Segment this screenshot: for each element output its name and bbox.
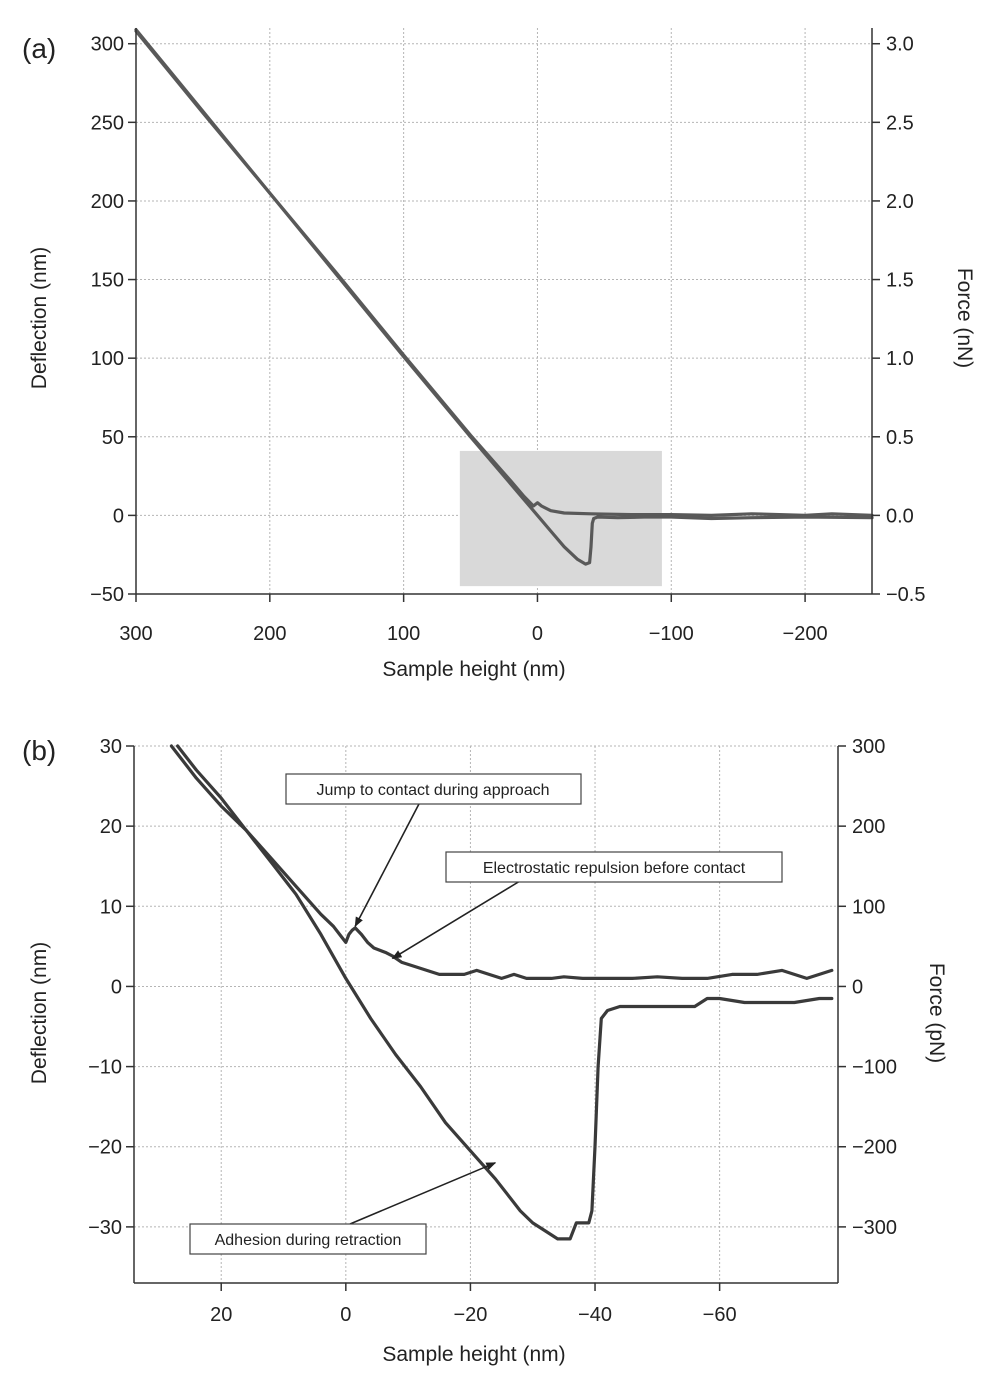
panel-a-y2tick-label-6: 0.0	[886, 505, 914, 527]
panel-a-series-group	[134, 28, 874, 566]
panel-b-ytick-label-1: 20	[100, 816, 122, 838]
panel-b-gridlines	[134, 745, 838, 1283]
panel-a-series-line-0	[134, 28, 874, 517]
panel-a-ytick-label-0: 300	[91, 34, 124, 56]
annotation-adhesion-text: Adhesion during retraction	[215, 1232, 402, 1249]
panel-a-axes	[128, 28, 880, 602]
annotation-electrostatic-arrow	[391, 880, 521, 960]
panel-b-tick-labels: 20 0 −20 −40 −603020100−10−20−303002001000−1…	[88, 736, 897, 1326]
panel-b-xtick-label-4: −60	[703, 1304, 737, 1326]
panel-b-ytick-label-0: 30	[100, 736, 122, 758]
panel-b-y2tick-label-0: 300	[852, 736, 885, 758]
panel-a-xtick-label-4: −100	[649, 623, 694, 645]
panel-b-y2tick-label-1: 200	[852, 816, 885, 838]
panel-a-xtick-label-2: 100	[387, 623, 420, 645]
panel-b-xtick-label-2: −20	[453, 1304, 487, 1326]
annotation-jump-to-contact: Jump to contact during approach	[285, 773, 582, 928]
panel-b-ytick-label-4: −10	[88, 1057, 122, 1079]
panel-a-ytick-label-6: 0	[113, 505, 124, 527]
panel-a-xtick-label-0: 300	[119, 623, 152, 645]
panel-b-chart: (b) 20 0 −20 −40 −603020100−10−20−3030020010…	[22, 735, 948, 1366]
panel-a-label: (a)	[22, 33, 56, 64]
panel-b-y2tick-label-4: −100	[852, 1057, 897, 1079]
panel-a-y2tick-label-0: 3.0	[886, 34, 914, 56]
annotation-jump-arrow	[354, 801, 421, 928]
panel-a-y2tick-label-2: 2.0	[886, 191, 914, 213]
panel-b-ytick-label-5: −20	[88, 1137, 122, 1159]
panel-a-y2tick-label-7: −0.5	[886, 584, 925, 606]
annotation-electrostatic: Electrostatic repulsion before contact	[391, 851, 783, 960]
panel-b-axes	[126, 745, 846, 1291]
annotation-electrostatic-text: Electrostatic repulsion before contact	[483, 860, 746, 877]
panel-b-xtick-label-0: 20	[210, 1304, 232, 1326]
panel-b-y2tick-label-3: 0	[852, 976, 863, 998]
panel-a-y2-axis-title: Force (nN)	[953, 268, 976, 368]
panel-b-x-axis-title: Sample height (nm)	[382, 1343, 565, 1366]
panel-b-y2tick-label-2: 100	[852, 896, 885, 918]
panel-b-y2tick-label-6: −300	[852, 1217, 897, 1239]
annotation-jump-text: Jump to contact during approach	[316, 782, 549, 799]
panel-b-xtick-label-3: −40	[578, 1304, 612, 1326]
panel-a-chart: (a) 300 200 100 0 −100 −200 300 250 200 150 100 50 0…	[22, 28, 976, 681]
panel-a-y2tick-label-1: 2.5	[886, 112, 914, 134]
annotation-adhesion-arrow	[349, 1162, 497, 1225]
panel-a-y2tick-label-5: 0.5	[886, 427, 914, 449]
panel-b-y2-axis-title: Force (pN)	[925, 963, 948, 1063]
annotation-electrostatic-box	[445, 851, 783, 883]
panel-a-y2tick-label-3: 1.5	[886, 270, 914, 292]
panel-a-ytick-label-4: 100	[91, 348, 124, 370]
panel-b-series-line-1	[176, 744, 834, 1241]
panel-b-y2tick-label-5: −200	[852, 1137, 897, 1159]
panel-b-series-group	[169, 744, 834, 1241]
panel-b-ytick-label-6: −30	[88, 1217, 122, 1239]
panel-a-y2tick-label-4: 1.0	[886, 348, 914, 370]
panel-b-series-line-0	[169, 744, 834, 980]
annotation-adhesion: Adhesion during retraction	[189, 1162, 497, 1255]
panel-b-y-axis-title: Deflection (nm)	[28, 942, 51, 1084]
panel-a-ytick-label-5: 50	[102, 427, 124, 449]
panel-a-x-axis-title: Sample height (nm)	[382, 658, 565, 681]
panel-a-ytick-label-3: 150	[91, 270, 124, 292]
panel-b-label: (b)	[22, 735, 56, 766]
panel-a-ytick-label-7: −50	[90, 584, 124, 606]
panel-b-ytick-label-2: 10	[100, 896, 122, 918]
panel-b-ytick-label-3: 0	[111, 976, 122, 998]
panel-a-ytick-label-2: 200	[91, 191, 124, 213]
panel-a-xtick-label-5: −200	[783, 623, 828, 645]
annotation-jump-box	[285, 773, 582, 805]
panel-b-xtick-label-1: 0	[340, 1304, 351, 1326]
panel-a-series-line-1	[134, 29, 874, 566]
panel-a-ytick-label-1: 250	[91, 112, 124, 134]
annotation-adhesion-box	[189, 1223, 427, 1255]
panel-a-xtick-label-3: 0	[532, 623, 543, 645]
panel-a-xtick-label-1: 200	[253, 623, 286, 645]
panel-a-tick-labels: 300 200 100 0 −100 −200 300 250 200 150 100 50 0 −50 3…	[90, 34, 925, 645]
panel-a-y-axis-title: Deflection (nm)	[28, 247, 51, 389]
